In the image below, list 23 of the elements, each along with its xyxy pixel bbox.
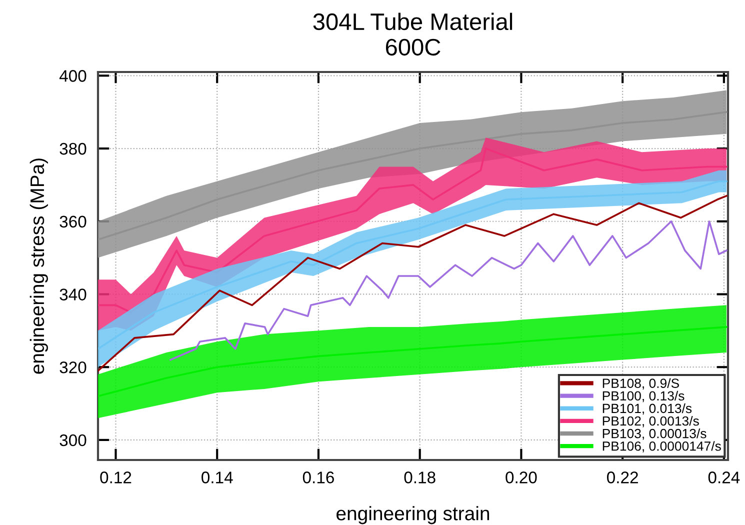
- x-axis-title: engineering strain: [336, 506, 490, 524]
- x-tick-label: 0.14: [202, 472, 233, 484]
- line-series: [170, 220, 728, 361]
- legend-label: PB102, 0.0013/s: [602, 416, 699, 428]
- x-tick-label: 0.22: [607, 472, 638, 484]
- y-tick-label: 400: [59, 70, 86, 82]
- y-tick-label: 300: [60, 434, 86, 446]
- y-tick-label: 360: [60, 216, 86, 228]
- chart-title: 304L Tube Material 600C: [313, 12, 512, 56]
- legend-label: PB103, 0.00013/s: [602, 428, 706, 440]
- y-tick-label: 320: [60, 362, 86, 374]
- legend-label: PB100, 0.13/s: [602, 390, 684, 402]
- legend-label: PB101, 0.013/s: [602, 403, 692, 415]
- x-tick-label: 0.16: [302, 472, 334, 484]
- y-axis-title: engineering stress (MPa): [30, 158, 48, 374]
- legend-label: PB108, 0.9/S: [602, 378, 679, 390]
- x-tick-label: 0.18: [404, 472, 436, 484]
- legend-label: PB106, 0.0000147/s: [602, 441, 721, 452]
- x-tick-label: 0.24: [708, 472, 740, 484]
- x-tick-label: 0.20: [506, 472, 537, 484]
- x-tick-label: 0.12: [100, 472, 132, 484]
- y-tick-label: 380: [60, 142, 86, 155]
- y-tick-label: 340: [60, 288, 86, 300]
